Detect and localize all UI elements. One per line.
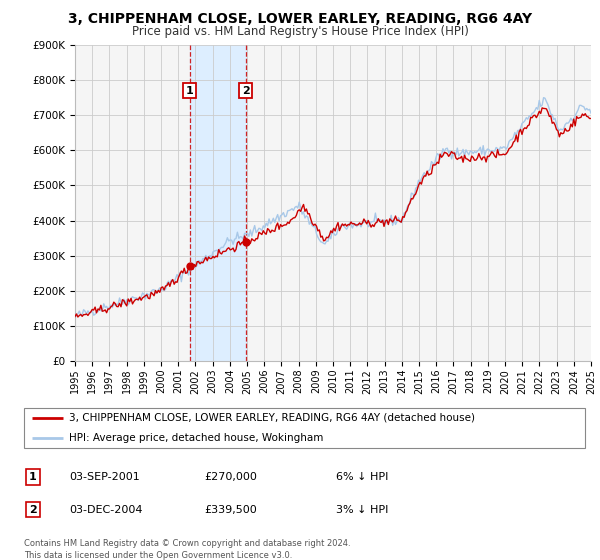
Text: 3, CHIPPENHAM CLOSE, LOWER EARLEY, READING, RG6 4AY: 3, CHIPPENHAM CLOSE, LOWER EARLEY, READI… (68, 12, 532, 26)
Text: 6% ↓ HPI: 6% ↓ HPI (336, 472, 388, 482)
Text: 1: 1 (29, 472, 37, 482)
Text: 03-DEC-2004: 03-DEC-2004 (69, 505, 143, 515)
Text: £270,000: £270,000 (204, 472, 257, 482)
FancyBboxPatch shape (24, 408, 585, 448)
Text: Contains HM Land Registry data © Crown copyright and database right 2024.
This d: Contains HM Land Registry data © Crown c… (24, 539, 350, 559)
Text: Price paid vs. HM Land Registry's House Price Index (HPI): Price paid vs. HM Land Registry's House … (131, 25, 469, 38)
Text: 3, CHIPPENHAM CLOSE, LOWER EARLEY, READING, RG6 4AY (detached house): 3, CHIPPENHAM CLOSE, LOWER EARLEY, READI… (69, 413, 475, 423)
Text: 2: 2 (242, 86, 250, 96)
Text: 3% ↓ HPI: 3% ↓ HPI (336, 505, 388, 515)
Text: 2: 2 (29, 505, 37, 515)
Text: £339,500: £339,500 (204, 505, 257, 515)
Text: 1: 1 (186, 86, 194, 96)
Bar (190, 45, 245, 361)
Text: HPI: Average price, detached house, Wokingham: HPI: Average price, detached house, Woki… (69, 433, 323, 443)
Text: 03-SEP-2001: 03-SEP-2001 (69, 472, 140, 482)
